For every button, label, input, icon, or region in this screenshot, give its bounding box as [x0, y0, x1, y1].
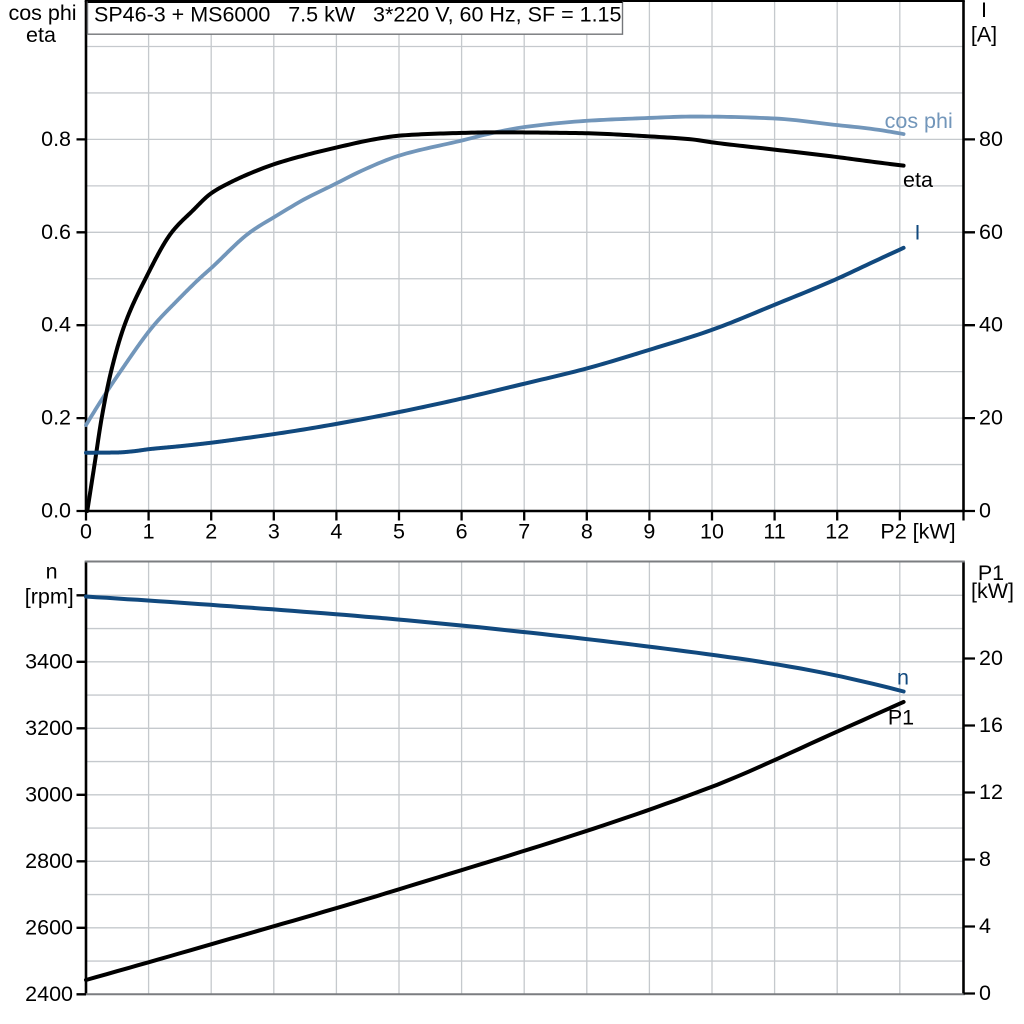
- svg-text:0.0: 0.0: [41, 499, 71, 523]
- svg-text:80: 80: [979, 127, 1003, 151]
- svg-text:40: 40: [979, 313, 1003, 337]
- svg-text:[A]: [A]: [971, 23, 997, 47]
- svg-text:4: 4: [330, 519, 342, 543]
- svg-text:0.2: 0.2: [41, 406, 71, 430]
- svg-text:2800: 2800: [25, 849, 73, 873]
- svg-text:I: I: [981, 0, 987, 22]
- svg-text:0: 0: [979, 981, 991, 1005]
- svg-text:0.4: 0.4: [41, 313, 71, 337]
- svg-text:3200: 3200: [25, 716, 73, 740]
- svg-text:10: 10: [700, 519, 724, 543]
- svg-text:3400: 3400: [25, 649, 73, 673]
- svg-text:11: 11: [763, 519, 785, 543]
- svg-text:I: I: [915, 221, 921, 245]
- svg-text:0.8: 0.8: [41, 127, 71, 151]
- svg-text:cos phi: cos phi: [8, 1, 76, 25]
- svg-text:16: 16: [979, 713, 1003, 737]
- svg-text:12: 12: [825, 519, 849, 543]
- svg-text:SP46-3 + MS6000 7.5 kW 3*2: SP46-3 + MS6000 7.5 kW 3*220 V, 60 Hz, S…: [94, 3, 621, 27]
- svg-text:0.6: 0.6: [41, 220, 71, 244]
- svg-text:7: 7: [518, 519, 530, 543]
- svg-text:6: 6: [456, 519, 468, 543]
- svg-text:[rpm]: [rpm]: [25, 585, 74, 609]
- svg-text:2: 2: [205, 519, 217, 543]
- svg-text:[kW]: [kW]: [971, 579, 1014, 603]
- svg-text:P1: P1: [888, 706, 914, 730]
- svg-text:eta: eta: [26, 23, 56, 47]
- svg-text:P2 [kW]: P2 [kW]: [880, 519, 955, 543]
- svg-text:8: 8: [979, 847, 991, 871]
- svg-text:cos phi: cos phi: [885, 109, 953, 133]
- svg-text:n: n: [46, 560, 58, 584]
- svg-text:2400: 2400: [25, 982, 73, 1006]
- svg-text:5: 5: [393, 519, 405, 543]
- svg-text:P1: P1: [978, 561, 1004, 585]
- svg-text:n: n: [897, 666, 909, 690]
- svg-text:60: 60: [979, 220, 1003, 244]
- svg-text:4: 4: [979, 914, 991, 938]
- svg-text:9: 9: [643, 519, 655, 543]
- svg-text:8: 8: [581, 519, 593, 543]
- svg-text:1: 1: [143, 519, 155, 543]
- svg-text:0: 0: [979, 499, 991, 523]
- svg-text:3: 3: [268, 519, 280, 543]
- svg-text:0: 0: [80, 519, 92, 543]
- svg-text:2600: 2600: [25, 915, 73, 939]
- svg-text:eta: eta: [903, 168, 933, 192]
- svg-text:12: 12: [979, 780, 1003, 804]
- svg-text:3000: 3000: [25, 782, 73, 806]
- svg-text:20: 20: [979, 646, 1003, 670]
- svg-text:20: 20: [979, 406, 1003, 430]
